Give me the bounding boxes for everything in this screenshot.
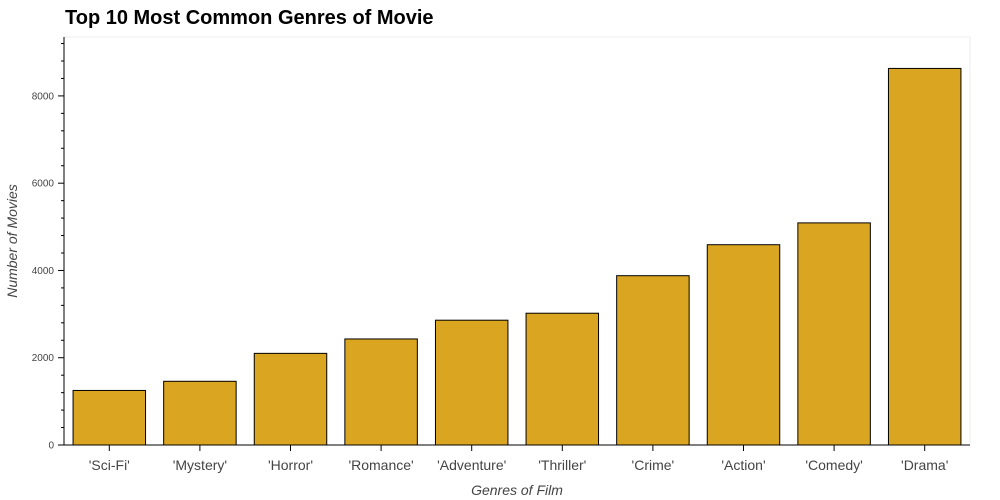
y-tick-label: 2000 (32, 353, 55, 364)
y-tick-label: 8000 (32, 91, 55, 102)
bar-6 (616, 275, 690, 446)
bar-9 (887, 67, 962, 446)
x-axis-label: Genres of Film (471, 482, 563, 498)
x-tick-label-2: 'Horror' (268, 457, 313, 473)
bar-2 (253, 352, 328, 446)
bar-5 (525, 312, 600, 446)
bar-7 (706, 244, 781, 446)
x-tick-label-0: 'Sci-Fi' (89, 457, 130, 473)
bar-3 (344, 338, 418, 446)
x-tick-label-4: 'Adventure' (437, 457, 506, 473)
y-axis: 0 2000 4000 6000 8000 (32, 37, 65, 452)
x-tick-label-8: 'Comedy' (805, 457, 862, 473)
bar-1 (163, 380, 237, 446)
bar-0 (72, 389, 147, 446)
y-axis-label: Number of Movies (4, 184, 20, 298)
bars-layer (72, 67, 962, 446)
x-tick-label-7: 'Action' (721, 457, 765, 473)
chart-title: Top 10 Most Common Genres of Movie (65, 7, 434, 29)
x-tick-label-3: 'Romance' (348, 457, 413, 473)
y-tick-label: 6000 (32, 179, 55, 190)
x-tick-label-6: 'Crime' (632, 457, 675, 473)
x-tick-label-1: 'Mystery' (173, 457, 227, 473)
x-tick-label-9: 'Drama' (901, 457, 948, 473)
x-tick-label-5: 'Thriller' (538, 457, 586, 473)
y-tick-label: 0 (48, 441, 54, 452)
y-tick-label: 4000 (32, 266, 55, 277)
bar-4 (434, 319, 509, 446)
x-axis: 'Sci-Fi' 'Mystery' 'Horror' 'Romance' 'Adven… (64, 444, 970, 473)
bar-8 (797, 222, 871, 446)
